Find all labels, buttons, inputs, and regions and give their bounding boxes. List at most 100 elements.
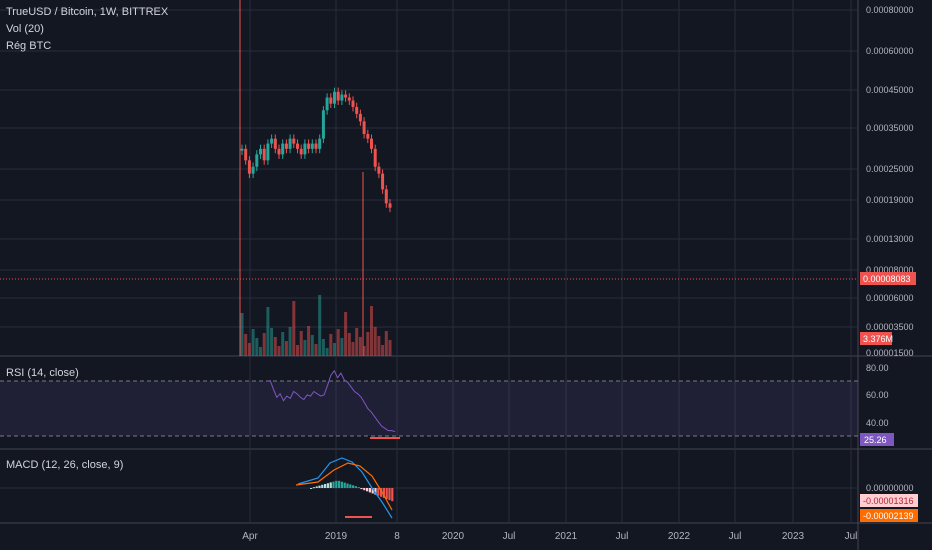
volume-bar [333,343,336,356]
macd-histogram-bar [346,483,349,488]
price-tick-label: 0.00013000 [866,234,914,244]
candle-body [347,97,351,101]
reg-legend[interactable]: Rég BTC [6,40,51,52]
macd-value: -0.00001316 [863,496,914,506]
rsi-value: 25.26 [864,435,887,445]
macd-pane[interactable] [295,457,394,519]
vol-legend[interactable]: Vol (20) [6,23,44,35]
macd-histogram-bar [360,488,363,490]
time-tick-label: 2020 [442,531,465,542]
vol-title: Vol (20) [6,23,44,35]
volume-bar [344,312,348,356]
volume-bar [329,334,333,356]
volume-bar [292,301,296,356]
macd-histogram-bar [335,480,338,488]
candle-body [373,148,377,167]
candle-body [292,138,296,144]
reg-title: Rég BTC [6,40,52,52]
candle-body [262,148,266,161]
price-axis[interactable]: 0.00080000 0.00060000 0.00045000 0.00035000… [860,5,918,522]
volume-bar [288,327,292,356]
volume-bar [321,339,325,356]
candle-body [255,154,259,167]
rsi-value-tag [860,433,894,446]
macd-histogram-bar [354,486,357,488]
macd-histogram-bar [343,482,346,488]
candle-body [321,110,325,139]
macd-histogram-bar [329,482,332,488]
candle-body [270,138,274,144]
candle-body [266,143,270,161]
macd-histogram-bar [374,488,377,495]
volume-bar [247,343,251,356]
volume-bar [347,333,351,356]
candle-body [384,189,388,204]
candle-body [362,121,366,134]
candle-body [381,173,385,190]
time-tick-label: 2021 [555,531,578,542]
candle-body [336,91,340,101]
macd-histogram-bar [318,485,321,488]
macd-histogram-bar [310,488,313,489]
macd-histogram-bar [363,488,366,491]
volume-bar [351,342,355,356]
macd-histogram-bar [385,488,388,499]
candle-body [344,94,348,98]
rsi-tick-label: 40.00 [866,418,889,428]
time-tick-label: Jul [729,531,742,542]
volume-bar [296,345,299,356]
volume-bar [281,332,285,356]
macd-histogram-bar [321,484,324,488]
candle-body [351,100,355,107]
macd-histogram-bar [312,487,315,489]
candle-body [370,138,373,149]
candle-body [388,203,392,208]
candle-body [325,97,329,111]
symbol-legend[interactable]: TrueUSD / Bitcoin, 1W, BITTREX [6,6,168,18]
volume-bar [381,345,385,356]
candle-body [377,166,381,174]
candle-body [318,138,322,149]
macd-histogram-bar [377,488,380,496]
price-tick-label: 0.00045000 [866,85,914,95]
volume-bar [244,334,248,356]
candle-body [310,143,314,149]
price-tick-label: 0.00006000 [866,293,914,303]
candle-body [288,138,292,149]
candle-body [277,148,281,155]
volume-bar [251,329,255,356]
macd-histogram-bar [371,488,374,494]
rsi-tick-label: 80.00 [866,363,889,373]
time-tick-label: Jul [616,531,629,542]
volume-bar [259,347,262,356]
macd-histogram-bar [388,488,391,501]
candle-body [247,160,251,174]
rsi-pane[interactable] [0,369,858,439]
candle-body [340,94,344,101]
candle-body [284,143,288,149]
symbol-title: TrueUSD / Bitcoin, 1W, BITTREX [6,6,169,18]
price-tick-label: 0.00001500 [866,348,914,358]
macd-legend[interactable]: MACD (12, 26, close, 9) [6,459,123,471]
macd-histogram-bar [366,488,369,492]
macd-histogram-bar [391,488,394,502]
volume-bar [240,313,244,356]
time-tick-label: Jul [503,531,516,542]
volume-bar [325,348,329,356]
macd-histogram-bar [326,483,329,488]
volume-bar [340,338,344,356]
price-tick-label: 0.00060000 [866,46,914,56]
candle-body [333,91,336,104]
signal-value-tag [860,509,918,522]
macd-title: MACD (12, 26, close, 9) [6,459,124,471]
volume-bar [358,337,362,356]
price-pane[interactable] [0,0,858,356]
rsi-legend[interactable]: RSI (14, close) [6,367,79,379]
signal-value: -0.00002139 [863,511,914,521]
candle-body [273,138,277,149]
volume-tag [860,332,892,345]
time-axis[interactable]: Apr 2019 8 2020 Jul 2021 Jul 2022 Jul 2023 Jul [242,531,857,542]
macd-histogram-bar [380,488,383,497]
